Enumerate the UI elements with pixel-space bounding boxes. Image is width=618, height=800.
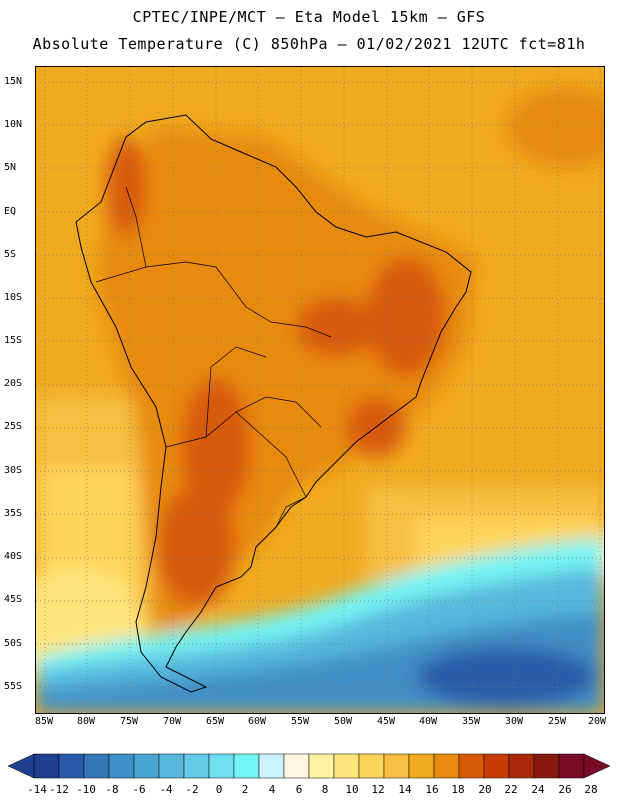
lat-label: 10S [4, 292, 23, 303]
lon-label: 85W [34, 716, 54, 727]
colorbar-cell [108, 753, 135, 779]
colorbar-label: 12 [371, 783, 385, 796]
country-borders [95, 186, 332, 528]
colorbar-cell [283, 753, 310, 779]
lon-label: 60W [247, 716, 267, 727]
lon-label: 25W [547, 716, 567, 727]
colorbar [7, 753, 611, 779]
colorbar-label: 20 [478, 783, 492, 796]
colorbar-label: 16 [425, 783, 439, 796]
colorbar-label: 14 [398, 783, 412, 796]
colorbar-label: 10 [345, 783, 359, 796]
lon-label: 70W [162, 716, 182, 727]
colorbar-label: -2 [185, 783, 199, 796]
chart-title-line-1: CPTEC/INPE/MCT – Eta Model 15km – GFS [132, 8, 486, 26]
colorbar-label: -10 [76, 783, 96, 796]
colorbar-label: 6 [295, 783, 303, 796]
graticule [36, 67, 604, 713]
lat-label: EQ [4, 206, 17, 217]
colorbar-label: -8 [105, 783, 119, 796]
lat-label: 45S [4, 594, 23, 605]
lon-label: 75W [119, 716, 139, 727]
lat-label: 25S [4, 421, 23, 432]
colorbar-cell [33, 753, 60, 779]
colorbar-cell [83, 753, 110, 779]
lat-label: 30S [4, 465, 23, 476]
colorbar-label: 0 [215, 783, 223, 796]
colorbar-label: 2 [241, 783, 249, 796]
map-canvas [36, 67, 604, 713]
lat-label: 50S [4, 638, 23, 649]
colorbar-cell [208, 753, 235, 779]
lon-label: 65W [205, 716, 225, 727]
colorbar-high-arrow [583, 753, 611, 779]
colorbar-label: 24 [531, 783, 545, 796]
lon-label: 50W [333, 716, 353, 727]
temperature-map [35, 66, 605, 714]
colorbar-label: 18 [451, 783, 465, 796]
colorbar-label: -12 [49, 783, 69, 796]
lon-label: 30W [504, 716, 524, 727]
lon-label: 20W [587, 716, 607, 727]
colorbar-label: 8 [321, 783, 329, 796]
colorbar-cell [183, 753, 210, 779]
lat-label: 55S [4, 681, 23, 692]
lon-label: 40W [418, 716, 438, 727]
lat-label: 15S [4, 335, 23, 346]
colorbar-cell [508, 753, 535, 779]
colorbar-cell [333, 753, 360, 779]
colorbar-cell [258, 753, 285, 779]
colorbar-cell [383, 753, 410, 779]
colorbar-cell [58, 753, 85, 779]
colorbar-cell [358, 753, 385, 779]
colorbar-cell [233, 753, 260, 779]
colorbar-label: 22 [504, 783, 518, 796]
lon-label: 80W [76, 716, 96, 727]
lon-label: 35W [461, 716, 481, 727]
colorbar-cell [308, 753, 335, 779]
lat-label: 5N [4, 162, 17, 173]
colorbar-cell [458, 753, 485, 779]
lon-label: 55W [290, 716, 310, 727]
lat-label: 15N [4, 76, 23, 87]
lat-label: 10N [4, 119, 23, 130]
colorbar-low-arrow [7, 753, 35, 779]
chart-title-line-2: Absolute Temperature (C) 850hPa – 01/02/… [32, 35, 586, 53]
colorbar-label: 4 [268, 783, 276, 796]
lat-label: 40S [4, 551, 23, 562]
lat-label: 5S [4, 249, 17, 260]
colorbar-cell [433, 753, 460, 779]
colorbar-cell [533, 753, 560, 779]
colorbar-cell [133, 753, 160, 779]
colorbar-cell [158, 753, 185, 779]
colorbar-cell [408, 753, 435, 779]
colorbar-cell [558, 753, 585, 779]
lat-label: 35S [4, 508, 23, 519]
lon-label: 45W [376, 716, 396, 727]
colorbar-label: 28 [584, 783, 598, 796]
colorbar-label: -4 [159, 783, 173, 796]
lat-label: 20S [4, 378, 23, 389]
colorbar-label: 26 [558, 783, 572, 796]
colorbar-label: -14 [27, 783, 47, 796]
temperature-field [36, 87, 604, 713]
colorbar-cell [483, 753, 510, 779]
colorbar-label: -6 [132, 783, 146, 796]
